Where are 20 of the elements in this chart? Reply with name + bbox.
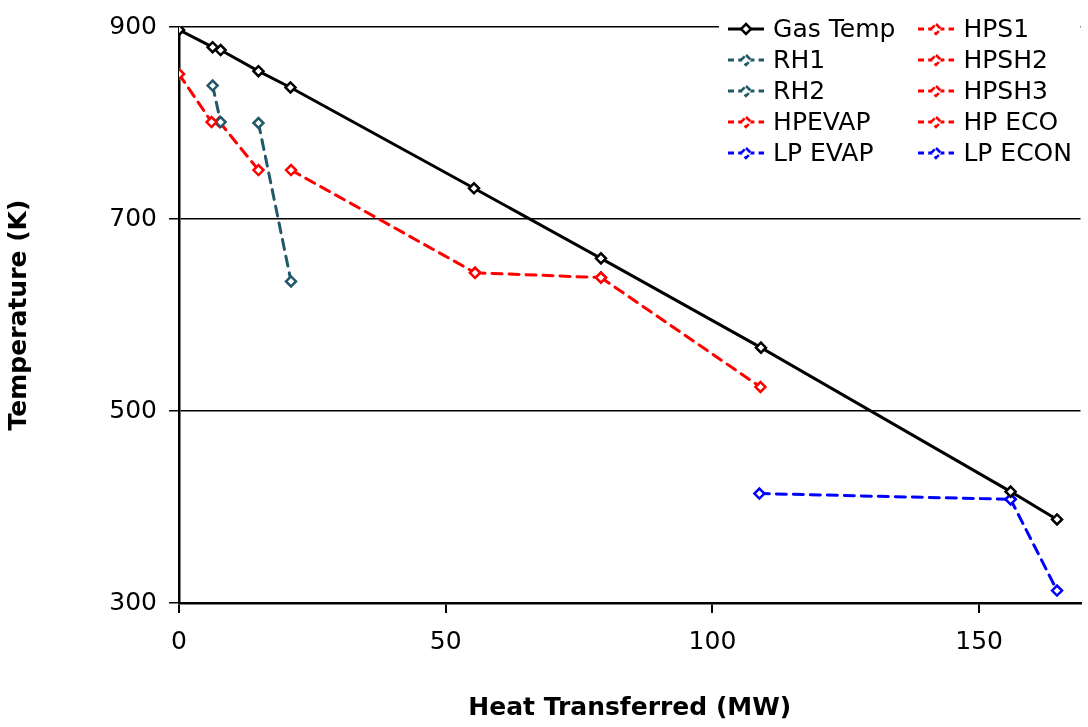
x-tick-label: 50 bbox=[429, 625, 462, 655]
legend-label: HPS1 bbox=[963, 14, 1030, 43]
legend-label: RH1 bbox=[773, 45, 826, 74]
y-tick-label: 700 bbox=[109, 202, 157, 232]
y-tick-label: 300 bbox=[109, 586, 157, 616]
x-tick-label: 100 bbox=[688, 625, 737, 655]
y-axis-title: Temperature (K) bbox=[2, 199, 32, 431]
x-axis-title: Heat Transferred (MW) bbox=[468, 691, 792, 721]
legend-label: HPEVAP bbox=[773, 107, 871, 136]
legend-label: RH2 bbox=[773, 76, 826, 105]
y-tick-label: 900 bbox=[109, 10, 157, 40]
legend-label: LP ECON bbox=[963, 138, 1072, 167]
x-tick-label: 0 bbox=[171, 625, 187, 655]
x-tick-label: 150 bbox=[955, 625, 1004, 655]
legend-label: HPSH2 bbox=[963, 45, 1048, 74]
y-tick-label: 500 bbox=[109, 394, 157, 424]
legend-label: LP EVAP bbox=[773, 138, 874, 167]
legend-label: HP ECO bbox=[963, 107, 1059, 136]
legend-label: Gas Temp bbox=[773, 14, 896, 43]
legend-label: HPSH3 bbox=[963, 76, 1048, 105]
